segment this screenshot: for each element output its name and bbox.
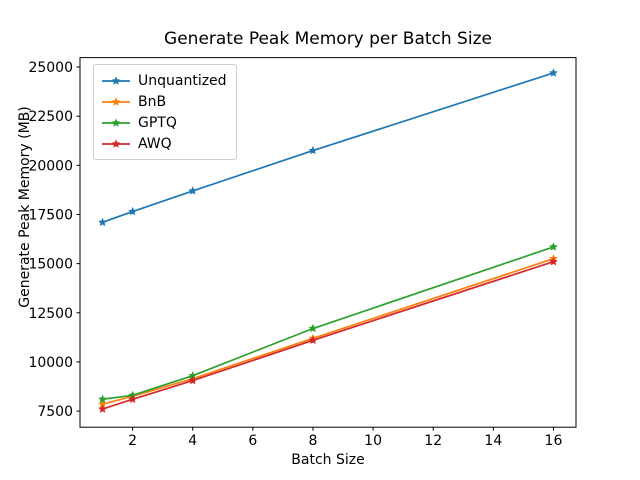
star-marker-gptq (549, 242, 558, 251)
star-marker-unquantized (549, 68, 558, 77)
legend: Unquantized BnB GPTQ AWQ (93, 64, 237, 160)
x-tick-label: 12 (424, 433, 442, 449)
legend-line-sample (102, 96, 130, 106)
star-marker-awq (188, 376, 198, 385)
star-marker-gptq (98, 394, 107, 403)
star-marker-awq (98, 404, 107, 413)
star-marker-bnb (98, 399, 107, 408)
star-marker-unquantized (98, 217, 107, 227)
y-tick-label: 7500 (37, 404, 73, 420)
legend-line-sample (102, 138, 130, 148)
x-axis-label: Batch Size (291, 452, 365, 468)
star-marker-awq (549, 257, 558, 266)
star-marker-awq (128, 394, 137, 403)
legend-label: AWQ (138, 135, 172, 152)
star-marker-gptq (188, 371, 198, 380)
y-tick-label: 17500 (28, 207, 73, 223)
y-tick-label: 22500 (28, 109, 73, 125)
star-marker-icon (111, 96, 121, 106)
y-tick-label: 10000 (28, 355, 73, 371)
star-marker-icon (111, 117, 121, 127)
x-tick-label: 8 (309, 433, 318, 449)
legend-item-bnb: BnB (101, 91, 227, 112)
x-tick-label: 6 (248, 433, 257, 449)
legend-item-gptq: GPTQ (101, 112, 227, 133)
x-tick-label: 10 (364, 433, 382, 449)
star-marker-icon (111, 138, 121, 148)
chart-title: Generate Peak Memory per Batch Size (164, 29, 492, 49)
legend-line-sample (102, 75, 130, 85)
x-tick-label: 16 (545, 433, 563, 449)
series-line-gptq (102, 246, 554, 401)
legend-label: GPTQ (138, 114, 177, 131)
star-marker-awq (308, 335, 318, 345)
y-axis-label: Generate Peak Memory (MB) (17, 106, 33, 308)
x-tick-label: 14 (484, 433, 502, 449)
axes-frame (79, 57, 577, 428)
star-marker-unquantized (308, 145, 318, 155)
y-tick-label: 15000 (28, 257, 73, 273)
y-tick-label: 12500 (28, 306, 73, 322)
y-tick-label: 25000 (28, 60, 73, 76)
x-tick-label: 2 (128, 433, 137, 449)
legend-label: BnB (138, 93, 167, 110)
legend-item-unquantized: Unquantized (101, 70, 227, 91)
legend-line-sample (102, 117, 130, 127)
star-marker-icon (111, 75, 121, 85)
x-tick-label: 4 (188, 433, 197, 449)
legend-label: Unquantized (138, 72, 227, 89)
star-marker-unquantized (188, 186, 198, 195)
legend-item-awq: AWQ (101, 133, 227, 154)
star-marker-unquantized (128, 206, 137, 216)
y-tick-label: 20000 (28, 158, 73, 174)
star-marker-gptq (308, 323, 318, 333)
series-line-awq (102, 260, 554, 410)
